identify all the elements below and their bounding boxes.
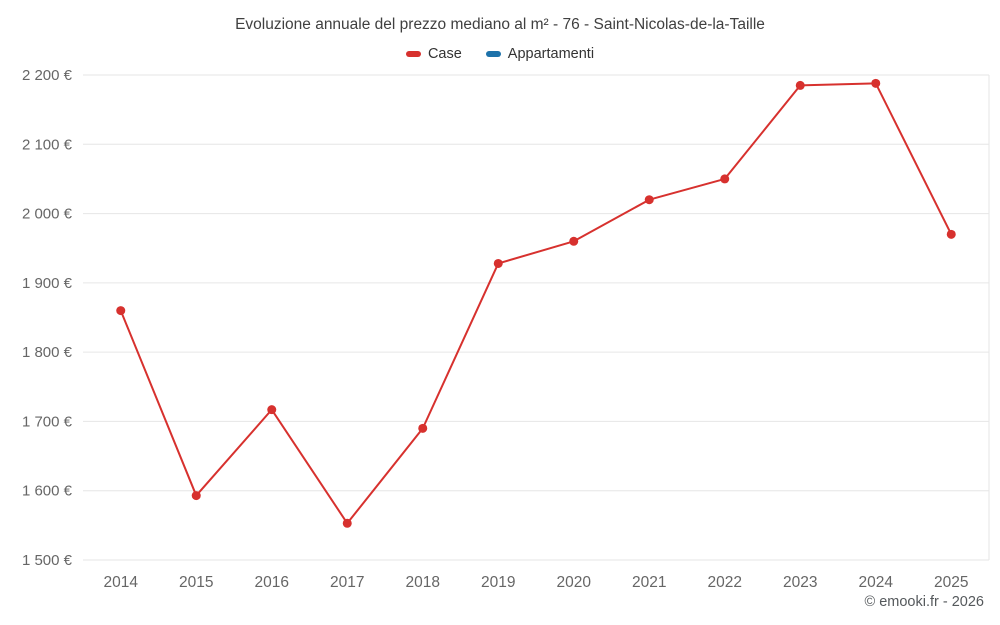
legend-item-appartamenti[interactable]: Appartamenti bbox=[485, 46, 595, 62]
data-point[interactable] bbox=[871, 78, 881, 88]
data-point[interactable] bbox=[342, 518, 352, 528]
y-axis-label: 1 600 € bbox=[22, 483, 73, 500]
x-axis-label: 2021 bbox=[632, 574, 666, 591]
y-axis-label: 1 700 € bbox=[22, 413, 73, 430]
x-axis-label: 2019 bbox=[481, 574, 515, 591]
y-axis-label: 1 900 € bbox=[22, 275, 73, 292]
copyright-credit: © emooki.fr - 2026 bbox=[864, 594, 984, 610]
data-point[interactable] bbox=[569, 236, 579, 246]
legend-swatch bbox=[485, 51, 501, 57]
chart-title: Evoluzione annuale del prezzo mediano al… bbox=[235, 16, 765, 33]
data-point[interactable] bbox=[795, 80, 805, 90]
x-axis-label: 2015 bbox=[179, 574, 213, 591]
x-axis-label: 2014 bbox=[104, 574, 139, 591]
legend-label: Appartamenti bbox=[507, 46, 595, 62]
data-point[interactable] bbox=[946, 229, 956, 239]
y-axis-label: 1 800 € bbox=[22, 344, 73, 361]
data-point[interactable] bbox=[418, 423, 428, 433]
x-axis-label: 2017 bbox=[330, 574, 364, 591]
x-axis-label: 2016 bbox=[255, 574, 289, 591]
data-point[interactable] bbox=[493, 258, 503, 268]
y-axis-label: 2 000 € bbox=[22, 206, 73, 223]
chart-legend: Case Appartamenti bbox=[0, 46, 1000, 62]
data-point[interactable] bbox=[644, 195, 654, 205]
data-point[interactable] bbox=[191, 491, 201, 501]
y-axis-label: 1 500 € bbox=[22, 552, 73, 569]
x-axis-label: 2025 bbox=[934, 574, 968, 591]
x-axis-label: 2023 bbox=[783, 574, 817, 591]
x-axis-label: 2022 bbox=[708, 574, 742, 591]
x-axis-label: 2018 bbox=[406, 574, 440, 591]
series-line-case bbox=[119, 82, 953, 525]
legend-label: Case bbox=[427, 46, 462, 62]
data-point[interactable] bbox=[267, 405, 277, 415]
x-axis-label: 2024 bbox=[859, 574, 894, 591]
y-axis-label: 2 100 € bbox=[22, 136, 73, 153]
x-axis-label: 2020 bbox=[557, 574, 592, 591]
y-axis-label: 2 200 € bbox=[22, 67, 73, 84]
legend-item-case[interactable]: Case bbox=[405, 46, 462, 62]
legend-swatch bbox=[405, 51, 421, 57]
data-point[interactable] bbox=[116, 306, 126, 316]
data-point[interactable] bbox=[720, 174, 730, 184]
